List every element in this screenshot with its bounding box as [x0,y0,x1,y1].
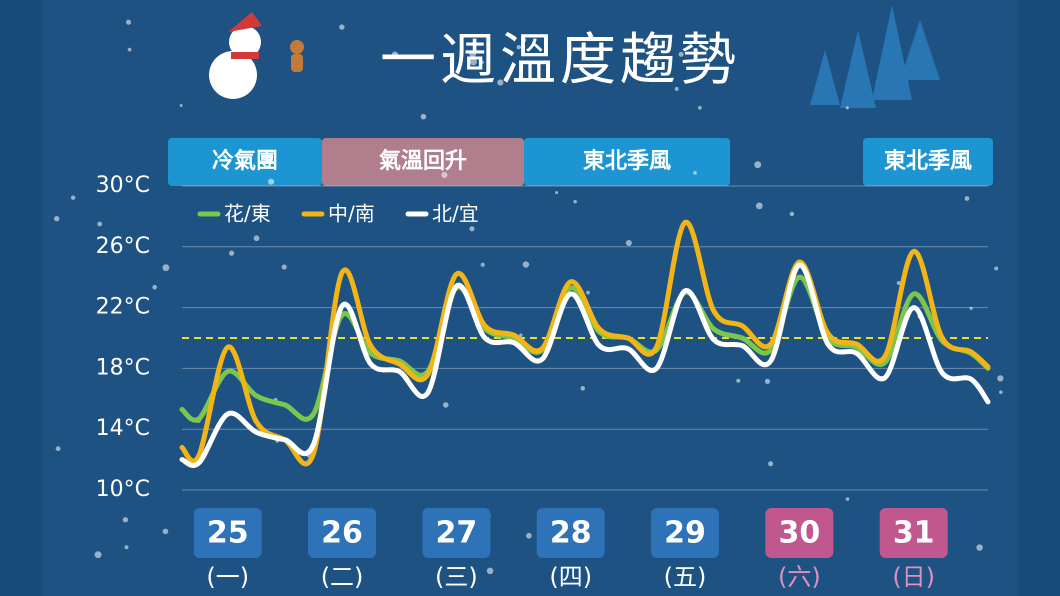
snow-dot [522,38,527,43]
snow-dot [674,86,679,91]
day-badge [536,508,605,558]
snow-dot [908,161,912,165]
snow-dot [441,171,448,179]
snow-dot [124,545,129,550]
day-badge [651,508,720,558]
weekday-label: (六) [778,563,821,591]
weekday-label: (五) [664,563,707,591]
weekday-label: (二) [321,563,364,591]
weekday-label: (一) [206,563,249,591]
snow-dot [969,306,973,310]
weekday-label: (三) [435,563,478,591]
y-tick-label: 18°C [96,355,150,380]
snow-dot [768,461,774,467]
snow-dot [693,171,697,175]
snow-dot [228,250,235,256]
snow-dot [522,261,530,268]
snow-dot [122,517,129,523]
snow-dot [764,378,771,384]
legend-label: 北/宜 [432,202,479,226]
snow-dot [127,47,132,52]
day-badge [765,508,834,558]
x-tick-label: 31 [893,516,935,551]
snow-dot [469,50,477,58]
day-badge [193,508,262,558]
snow-dot [55,446,61,452]
snow-dot [469,58,477,66]
snow-dot [586,290,590,295]
decoration [209,5,940,108]
snow-dot [896,281,901,285]
snow-dot [526,532,532,539]
snow-dot [420,113,427,120]
day-badge [308,508,377,558]
snow-dot [736,378,741,383]
y-tick-label: 10°C [96,477,150,502]
snow-dot [845,106,849,110]
snow-dot [976,544,983,551]
series-line [179,219,991,467]
snow-dot [94,551,102,559]
snow-dot [54,216,60,222]
snow-dot [391,51,399,59]
snow-dot [573,199,577,204]
snow-dot [646,57,652,63]
x-tick-label: 25 [207,516,249,551]
snow-dot [580,386,586,391]
snow-dot [997,375,1004,382]
period-banner: 東北季風 [524,138,730,186]
y-tick-label: 14°C [96,416,150,441]
snow-dot [339,24,345,30]
legend-label: 中/南 [328,202,375,226]
snow-dot [755,202,763,210]
title: 一週溫度趨勢 [380,28,740,93]
snow-dot [697,105,702,110]
legend-label: 花/東 [224,202,271,226]
snow-dot [125,19,132,25]
snow-dot [678,51,684,57]
snow-dot [497,79,504,86]
snow-dot [516,44,521,50]
snow-dot [70,195,76,200]
snow-dot [480,262,485,267]
snow-dot [469,226,475,232]
period-banner: 氣溫回升 [322,138,524,186]
x-tick-label: 27 [436,516,478,551]
x-tick-label: 29 [664,516,706,551]
x-tick-label: 26 [321,516,363,551]
y-tick-label: 22°C [96,295,150,320]
x-tick-label: 28 [550,516,592,551]
snow-dot [179,103,183,107]
snow-dot [442,402,449,408]
snow-dot [486,567,494,575]
series-line [179,262,991,468]
snow-dot [555,191,559,195]
snow-dot [162,264,170,272]
snow-dot [281,264,287,270]
snow-dot [162,528,169,535]
period-banner: 東北季風 [863,138,993,186]
weekday-label: (日) [892,563,935,591]
snow-dot [999,390,1003,394]
snow-dot [754,161,762,169]
x-tick-label: 30 [778,516,820,551]
day-badge [422,508,491,558]
snow-dot [789,211,795,217]
snow-dot [97,221,103,227]
period-banner: 冷氣團 [168,138,322,186]
snow-dot [268,178,275,185]
day-badge [879,508,948,558]
snow-dot [964,196,970,201]
snow-dot [994,266,999,271]
snow-dot [480,60,484,64]
snow-dot [845,497,850,501]
snow-dot [625,239,632,247]
weekday-label: (四) [549,563,592,591]
snow-dot [152,284,158,290]
y-tick-label: 30°C [96,173,150,198]
snow-dot [253,235,260,242]
y-tick-label: 26°C [96,234,150,259]
